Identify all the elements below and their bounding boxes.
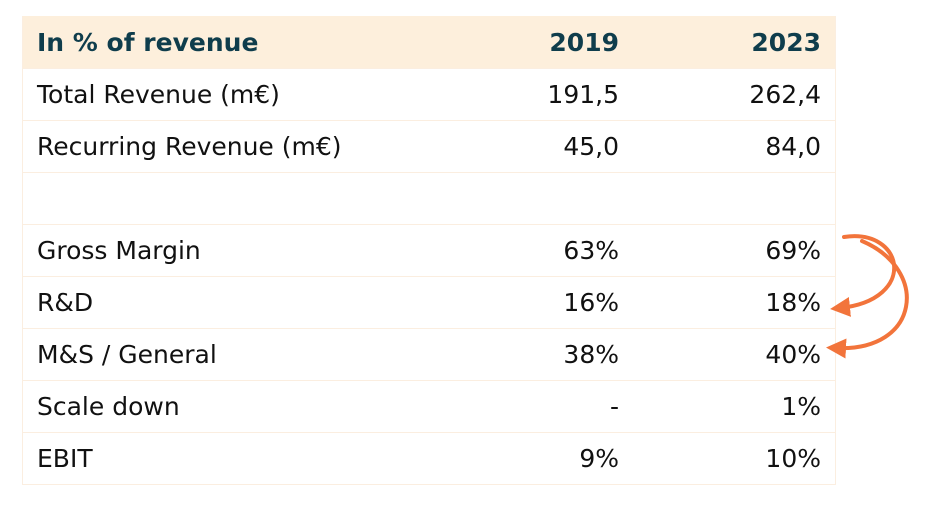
value-2019: 63% [403,224,619,277]
value-2023: 69% [619,224,836,277]
table-row: Scale down - 1% [22,380,836,433]
value-2019: 16% [403,276,619,329]
row-label: Gross Margin [22,224,403,277]
value-2019: 45,0 [403,120,619,173]
row-label: R&D [22,276,403,329]
table-row: Total Revenue (m€) 191,5 262,4 [22,68,836,121]
header-year-2023: 2023 [619,16,836,69]
table-row: R&D 16% 18% [22,276,836,329]
value-2019: 38% [403,328,619,381]
table-row: M&S / General 38% 40% [22,328,836,381]
curved-arrow-icon [830,234,897,317]
revenue-table: In % of revenue 2019 2023 Total Revenue … [22,16,836,485]
table-row: EBIT 9% 10% [22,432,836,485]
value-2023: 40% [619,328,836,381]
value-2019 [403,172,619,225]
curved-arrow-icon [826,239,909,359]
value-2023: 10% [619,432,836,485]
header-label: In % of revenue [22,16,403,69]
table-header-row: In % of revenue 2019 2023 [22,16,836,69]
value-2019: 9% [403,432,619,485]
row-label: M&S / General [22,328,403,381]
value-2019: - [403,380,619,433]
value-2019: 191,5 [403,68,619,121]
row-label: EBIT [22,432,403,485]
value-2023: 1% [619,380,836,433]
row-label: Total Revenue (m€) [22,68,403,121]
row-label: Recurring Revenue (m€) [22,120,403,173]
value-2023: 18% [619,276,836,329]
table-row-spacer [22,172,836,225]
row-label [22,172,403,225]
table-row: Recurring Revenue (m€) 45,0 84,0 [22,120,836,173]
value-2023: 84,0 [619,120,836,173]
table-row: Gross Margin 63% 69% [22,224,836,277]
header-year-2019: 2019 [403,16,619,69]
value-2023: 262,4 [619,68,836,121]
value-2023 [619,172,836,225]
row-label: Scale down [22,380,403,433]
